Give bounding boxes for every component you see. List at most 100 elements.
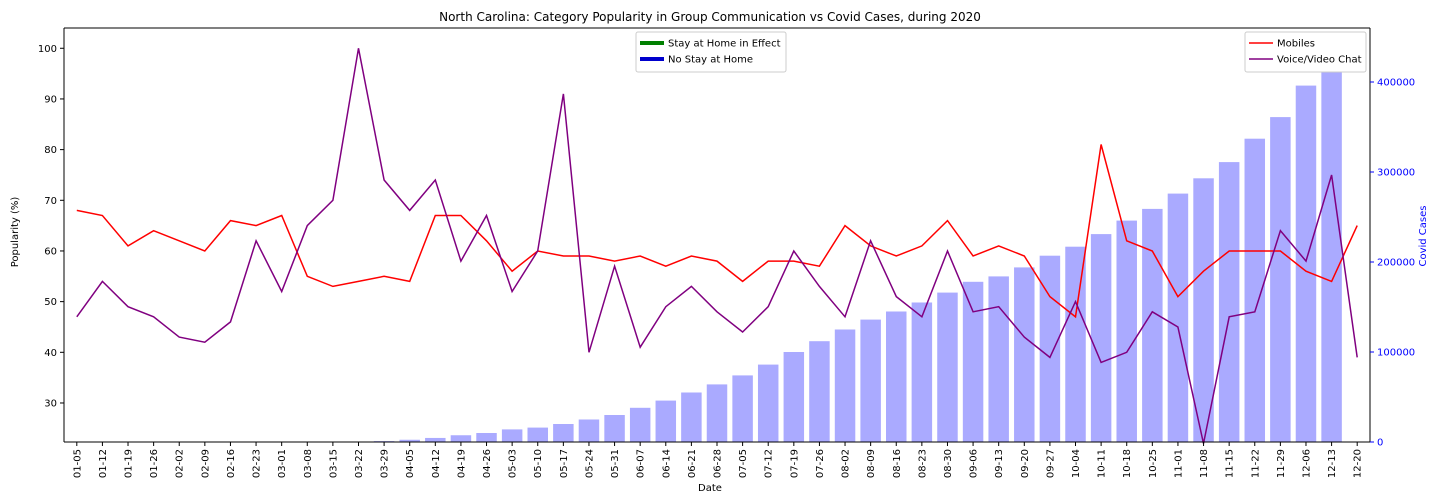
covid-cases-bar xyxy=(757,364,779,442)
y-tick-label: 60 xyxy=(44,246,57,257)
covid-cases-bar xyxy=(655,400,677,442)
covid-cases-bar xyxy=(1116,220,1137,442)
covid-cases-bar xyxy=(860,319,881,442)
covid-cases-bar xyxy=(937,292,958,442)
covid-cases-bar xyxy=(706,384,728,442)
x-tick-label: 11-08 xyxy=(1199,449,1210,478)
y2-tick-label: 0 xyxy=(1377,438,1383,449)
x-axis-label: Date xyxy=(698,483,722,494)
x-tick-label: 07-12 xyxy=(764,449,775,478)
x-tick-label: 08-02 xyxy=(841,449,852,478)
covid-cases-bar xyxy=(1167,193,1189,442)
lines-layer xyxy=(76,48,1358,444)
covid-cases-bar xyxy=(1244,138,1266,442)
x-tick-label: 04-19 xyxy=(456,449,467,478)
covid-cases-bar xyxy=(476,433,497,442)
y2-axis-label: Covid Cases xyxy=(1418,205,1429,266)
covid-cases-bar xyxy=(681,392,702,442)
x-tick-label: 01-05 xyxy=(72,449,83,478)
covid-cases-bar xyxy=(1065,246,1086,442)
mobiles-line xyxy=(76,144,1358,319)
y-tick-label: 50 xyxy=(44,297,57,308)
x-tick-label: 12-13 xyxy=(1327,449,1338,478)
covid-cases-bar xyxy=(911,302,933,442)
covid-cases-bar xyxy=(1039,255,1061,442)
x-tick-label: 08-16 xyxy=(892,449,903,478)
chart-title: North Carolina: Category Popularity in G… xyxy=(439,10,981,24)
legends-layer: Stay at Home in Effect No Stay at Home Mob… xyxy=(635,31,1367,73)
x-tick-label: 07-19 xyxy=(789,449,800,478)
y-axis-label: Popularity (%) xyxy=(10,197,21,268)
x-tick-label: 05-31 xyxy=(610,449,621,478)
x-tick-label: 11-01 xyxy=(1173,449,1184,478)
covid-cases-bar xyxy=(962,281,984,442)
covid-cases-bar xyxy=(1218,162,1240,442)
x-tick-label: 03-01 xyxy=(277,449,288,478)
x-tick-label: 01-19 xyxy=(124,449,135,478)
covid-cases-bar xyxy=(501,429,523,442)
covid-cases-bar xyxy=(732,375,753,442)
x-tick-label: 05-10 xyxy=(533,449,544,478)
x-tick-label: 06-07 xyxy=(636,449,647,478)
voice-video-chat-line xyxy=(76,48,1358,444)
y-tick-label: 90 xyxy=(44,94,57,105)
x-tick-label: 03-08 xyxy=(303,449,314,478)
covid-cases-bar xyxy=(1321,51,1342,443)
x-tick-label: 07-26 xyxy=(815,449,826,478)
covid-cases-bar xyxy=(1193,178,1214,443)
x-tick-label: 03-15 xyxy=(328,449,339,478)
legend-label: Voice/Video Chat xyxy=(1277,55,1362,66)
covid-cases-bar xyxy=(629,407,651,442)
y-tick-label: 80 xyxy=(44,145,57,156)
y2-tick-label: 400000 xyxy=(1377,78,1415,89)
x-tick-label: 10-04 xyxy=(1071,449,1082,478)
x-tick-label: 11-29 xyxy=(1276,449,1287,478)
covid-cases-bar xyxy=(553,424,574,442)
y2-tick-label: 200000 xyxy=(1377,258,1415,269)
covid-cases-bar xyxy=(425,437,446,442)
x-tick-label: 09-20 xyxy=(1020,449,1031,478)
x-tick-label: 12-20 xyxy=(1353,449,1364,478)
x-tick-label: 05-17 xyxy=(559,449,570,478)
axes-layer: 30 40 50 60 70 80 90 100 0 100000 200000 300000 4000… xyxy=(38,27,1415,478)
legend-label: Mobiles xyxy=(1277,39,1315,50)
x-tick-label: 01-12 xyxy=(98,449,109,478)
x-tick-label: 06-28 xyxy=(713,449,724,478)
x-tick-label: 09-27 xyxy=(1045,449,1056,478)
covid-cases-bar xyxy=(783,352,805,442)
y-tick-label: 30 xyxy=(44,398,57,409)
covid-cases-bar xyxy=(834,329,856,442)
legend-label: Stay at Home in Effect xyxy=(668,39,781,50)
x-tick-label: 08-23 xyxy=(917,449,928,478)
covid-cases-bar xyxy=(1090,234,1112,442)
covid-cases-bar xyxy=(399,439,420,442)
covid-cases-bar xyxy=(578,419,600,442)
covid-cases-bar xyxy=(886,311,907,442)
x-tick-label: 02-23 xyxy=(252,449,263,478)
covid-cases-bar xyxy=(604,415,625,442)
y-tick-label: 40 xyxy=(44,348,57,359)
y-tick-label: 100 xyxy=(38,44,57,55)
x-tick-label: 09-06 xyxy=(969,449,980,478)
covid-cases-bar xyxy=(527,427,548,442)
x-tick-label: 03-29 xyxy=(380,449,391,478)
x-tick-label: 07-05 xyxy=(738,449,749,478)
legend-box xyxy=(1244,31,1367,73)
x-tick-label: 09-13 xyxy=(994,449,1005,478)
x-tick-label: 04-12 xyxy=(431,449,442,478)
legend-label: No Stay at Home xyxy=(668,55,753,66)
covid-cases-bar xyxy=(988,276,1009,442)
y2-tick-label: 300000 xyxy=(1377,168,1415,179)
x-tick-label: 10-18 xyxy=(1122,449,1133,478)
x-tick-label: 04-05 xyxy=(405,449,416,478)
x-tick-label: 11-22 xyxy=(1250,449,1261,478)
legend-box xyxy=(635,31,787,73)
covid-cases-bar xyxy=(1014,267,1035,442)
x-tick-label: 04-26 xyxy=(482,449,493,478)
covid-cases-bar xyxy=(809,341,830,442)
x-tick-label: 05-03 xyxy=(508,449,519,478)
x-tick-label: 03-22 xyxy=(354,449,365,478)
x-tick-label: 06-14 xyxy=(661,449,672,478)
x-tick-label: 01-26 xyxy=(149,449,160,478)
bars-layer xyxy=(373,51,1342,443)
